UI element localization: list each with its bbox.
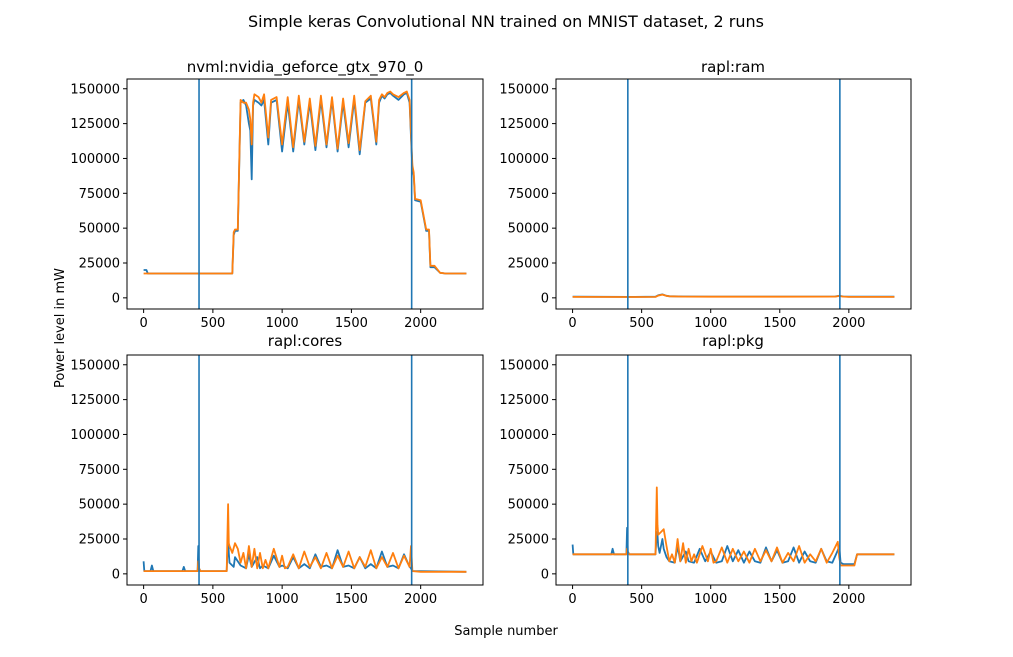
axes-frame	[126, 354, 484, 586]
y-tick-label: 25000	[79, 257, 120, 272]
series-line-2	[572, 486, 895, 567]
y-tick-label: 0	[541, 291, 549, 306]
y-tick-label: 150000	[70, 358, 120, 373]
x-tick-label: 2000	[832, 592, 865, 607]
y-tick-label: 100000	[70, 428, 120, 443]
figure-ylabel: Power level in mW	[53, 268, 68, 388]
y-tick-label: 125000	[499, 393, 549, 408]
series-line-2	[143, 503, 467, 573]
y-tick-label: 150000	[70, 82, 120, 97]
x-tick-label: 1000	[694, 316, 727, 331]
x-tick-label: 2000	[404, 592, 437, 607]
x-tick-label: 1500	[763, 316, 796, 331]
y-tick-label: 150000	[499, 82, 549, 97]
y-tick-label: 0	[112, 291, 120, 306]
y-tick-label: 50000	[508, 498, 549, 513]
axes-frame	[555, 354, 912, 586]
x-tick-label: 0	[568, 316, 576, 331]
x-tick-label: 0	[139, 592, 147, 607]
subplot-nvml-gpu: nvml:nvidia_geforce_gtx_970_0 0 500 1000 15…	[70, 58, 484, 331]
subplot-rapl-pkg: rapl:pkg 0 500 1000 1500 2000 0 25000 50000 7500…	[499, 332, 912, 607]
x-tick-label: 1000	[694, 592, 727, 607]
x-tick-label: 1000	[266, 592, 299, 607]
subplot-title: rapl:pkg	[702, 332, 764, 350]
axes-frame	[555, 78, 912, 310]
y-tick-label: 125000	[70, 393, 120, 408]
y-tick-label: 50000	[508, 222, 549, 237]
y-tick-label: 100000	[70, 152, 120, 167]
y-tick-label: 150000	[499, 358, 549, 373]
subplot-title: rapl:ram	[701, 58, 765, 76]
y-tick-label: 75000	[79, 463, 120, 478]
x-tick-label: 500	[200, 592, 225, 607]
series-line-2	[572, 293, 895, 298]
x-tick-label: 1000	[266, 316, 299, 331]
x-tick-label: 1500	[335, 316, 368, 331]
y-tick-label: 0	[112, 567, 120, 582]
plot-area	[143, 79, 467, 309]
y-tick-label: 100000	[499, 152, 549, 167]
y-tick-label: 0	[541, 567, 549, 582]
plot-area	[142, 355, 467, 585]
subplot-title: rapl:cores	[268, 332, 343, 350]
y-tick-label: 25000	[79, 533, 120, 548]
figure-xlabel: Sample number	[454, 624, 558, 639]
x-tick-label: 2000	[832, 316, 865, 331]
y-tick-label: 100000	[499, 428, 549, 443]
y-tick-label: 75000	[79, 187, 120, 202]
x-tick-label: 1500	[335, 592, 368, 607]
x-tick-label: 500	[200, 316, 225, 331]
plot-area	[572, 79, 895, 309]
axes-frame	[126, 78, 484, 310]
x-tick-label: 0	[568, 592, 576, 607]
x-tick-label: 2000	[404, 316, 437, 331]
x-tick-label: 500	[629, 592, 654, 607]
x-tick-label: 0	[139, 316, 147, 331]
y-tick-label: 50000	[79, 222, 120, 237]
subplot-title: nvml:nvidia_geforce_gtx_970_0	[187, 58, 424, 77]
y-tick-label: 25000	[508, 257, 549, 272]
x-tick-label: 1500	[763, 592, 796, 607]
subplot-rapl-ram: rapl:ram 0 500 1000 1500 2000 0 25000 50000 7500…	[499, 58, 912, 331]
y-tick-label: 125000	[70, 117, 120, 132]
y-tick-label: 25000	[508, 533, 549, 548]
y-tick-label: 125000	[499, 117, 549, 132]
figure-title: Simple keras Convolutional NN trained on…	[248, 12, 764, 31]
subplot-rapl-cores: rapl:cores 0 500 1000 1500 2000 0 25000 50000 75…	[70, 332, 484, 607]
y-tick-label: 75000	[508, 463, 549, 478]
x-tick-label: 500	[629, 316, 654, 331]
y-tick-label: 50000	[79, 498, 120, 513]
y-tick-label: 75000	[508, 187, 549, 202]
plot-area	[571, 355, 895, 585]
